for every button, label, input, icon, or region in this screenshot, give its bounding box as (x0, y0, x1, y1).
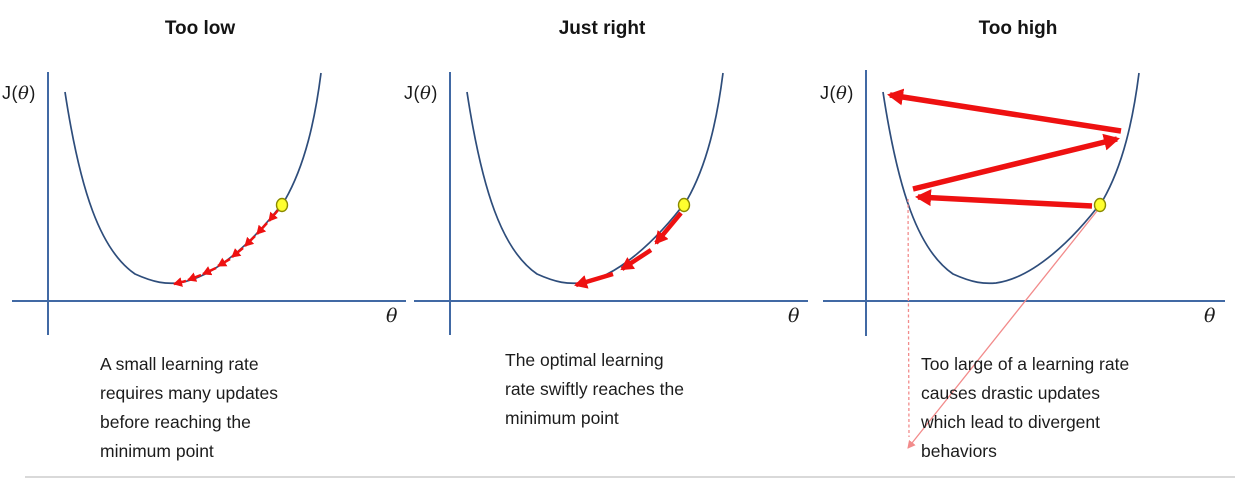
y-axis-label-prefix: J( (2, 83, 18, 103)
y-axis-label: J(θ) (820, 83, 854, 104)
y-axis-label-suffix: ) (431, 83, 438, 103)
theta-symbol: θ (836, 83, 848, 104)
gradient-step-arrows-small (173, 208, 280, 287)
y-axis-label: J(θ) (2, 83, 36, 104)
y-axis-label-prefix: J( (404, 83, 420, 103)
y-axis-label-suffix: ) (847, 83, 854, 103)
cost-curve (466, 72, 724, 285)
y-axis-label-suffix: ) (29, 83, 36, 103)
x-axis-label: θ (386, 305, 398, 327)
cost-curve (64, 72, 322, 285)
x-axis-label: θ (788, 305, 800, 327)
gradient-step-arrows-large (887, 88, 1122, 209)
y-axis-label-prefix: J( (820, 83, 836, 103)
bottom-divider-line (25, 476, 1235, 478)
panel-title: Just right (558, 18, 646, 39)
panel-just-right: Just right J(θ) θ The optimal learning r… (402, 0, 812, 479)
gradient-step-arrows-medium (574, 211, 683, 289)
x-axis-label: θ (1204, 305, 1216, 327)
caption: Too large of a learning rate causes dras… (921, 354, 1130, 461)
theta-symbol: θ (420, 83, 432, 104)
panel-title: Too low (164, 18, 236, 39)
theta-symbol: θ (18, 83, 30, 104)
caption: The optimal learning rate swiftly reache… (505, 350, 684, 428)
start-point-marker (1093, 197, 1107, 213)
panel-too-high: Too high J(θ) θ Too large of a learning … (818, 0, 1235, 479)
panel-too-low: Too low J(θ) θ A small learning rate req… (0, 0, 410, 479)
y-axis-label: J(θ) (404, 83, 438, 104)
start-point-marker (677, 197, 691, 213)
dotted-drop-line (907, 198, 910, 438)
start-point-marker (275, 197, 289, 213)
panel-title: Too high (978, 18, 1058, 39)
caption: A small learning rate requires many upda… (100, 354, 279, 461)
cost-curve (882, 72, 1140, 285)
